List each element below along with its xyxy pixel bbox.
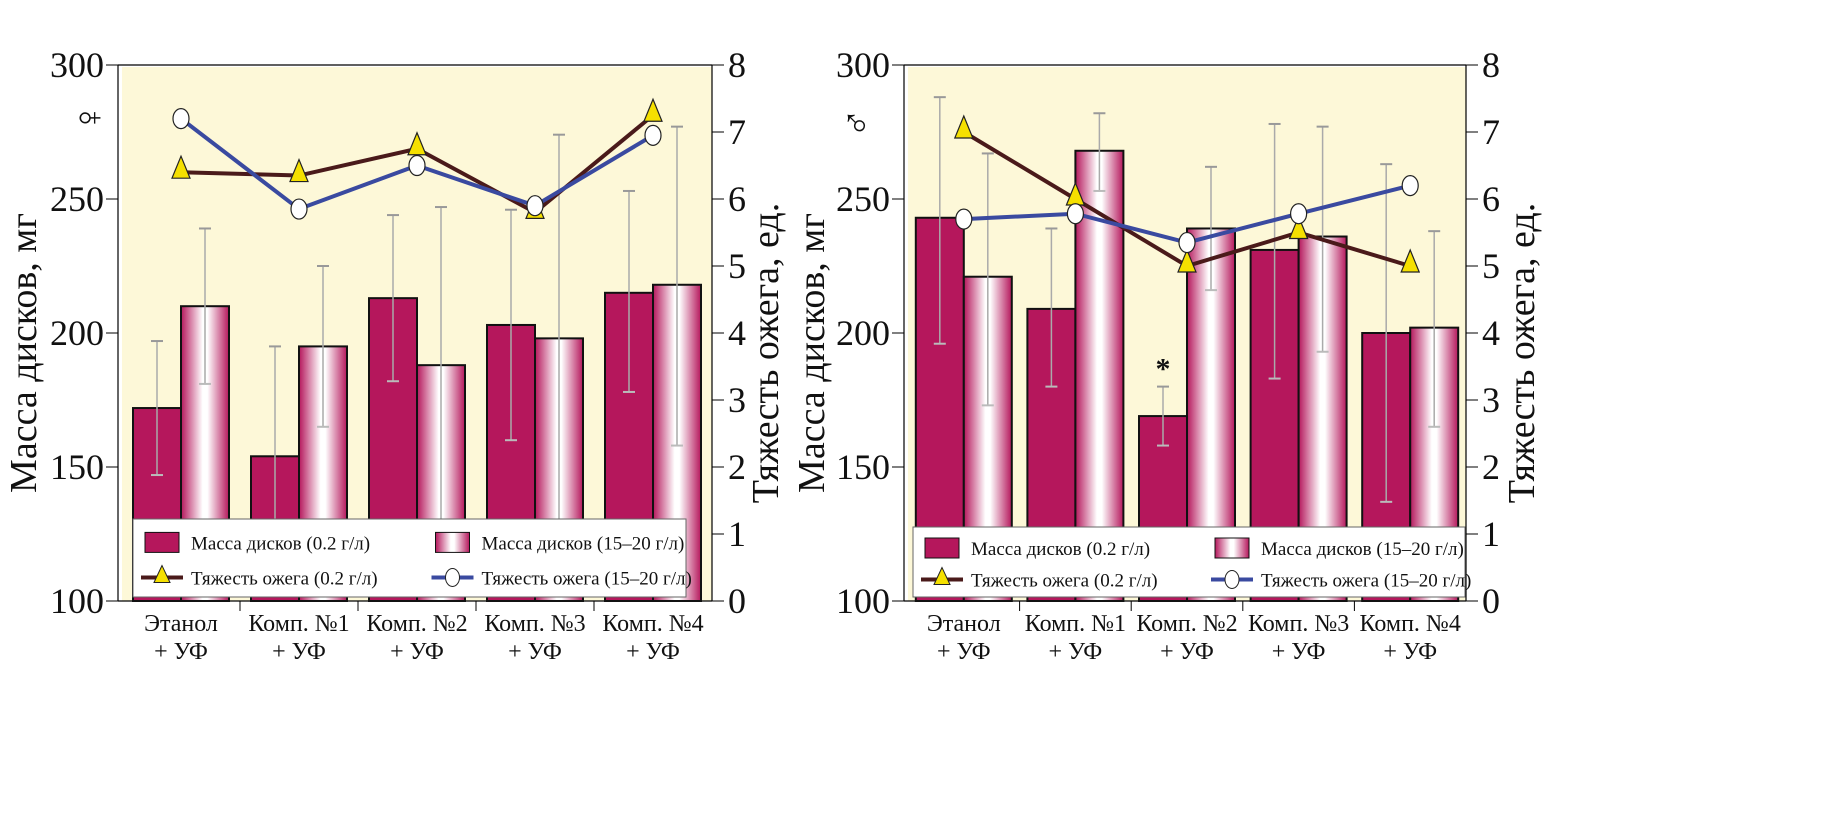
legend-label: Тяжесть ожега (0.2 г/л) [191, 569, 378, 590]
legend-swatch-bar-gradient [435, 531, 470, 553]
circle-marker [290, 198, 308, 220]
y-tick-label: 250 [836, 179, 890, 219]
x-tick-label: Комп. №2 [1136, 611, 1237, 637]
x-tick-label: + УФ [154, 639, 208, 665]
y2-tick-label: 8 [728, 45, 746, 85]
y-tick-label: 300 [836, 45, 890, 85]
y2-tick-label: 4 [1482, 313, 1500, 353]
x-tick-label: Комп. №1 [248, 611, 349, 637]
x-tick-label: + УФ [1272, 639, 1326, 665]
legend-label: Масса дисков (0.2 г/л) [971, 539, 1150, 560]
y2-tick-label: 8 [1482, 45, 1500, 85]
y2-tick-label: 1 [728, 514, 746, 554]
circle-marker [408, 154, 426, 177]
legend: Масса дисков (0.2 г/л) Масса дисков (15–2… [132, 518, 692, 598]
y-tick-label: 250 [50, 179, 104, 219]
significance-asterisk: * [1156, 353, 1171, 386]
y2-tick-label: 5 [1482, 246, 1500, 286]
y2-tick-label: 2 [728, 447, 746, 487]
legend-label: Масса дисков (15–20 г/л) [482, 533, 685, 554]
legend-swatch-bar [144, 531, 180, 553]
x-tick-label: Комп. №1 [1025, 611, 1126, 637]
x-tick-label: + УФ [390, 639, 444, 665]
y-tick-label: 150 [836, 447, 890, 487]
legend-label: Масса дисков (15–20 г/л) [1261, 539, 1464, 560]
x-tick-label: Комп. №3 [484, 611, 585, 637]
legend-label: Тяжесть ожега (15–20 г/л) [1261, 571, 1471, 592]
y2-axis-label: Тяжесть ожега, ед. [1501, 203, 1543, 503]
triangle-marker [289, 157, 309, 183]
triangle-marker [407, 131, 427, 156]
triangle-marker [171, 154, 191, 179]
circle-marker [526, 195, 544, 217]
y2-tick-label: 5 [728, 246, 746, 286]
y-tick-label: 300 [50, 45, 104, 85]
triangle-marker [1400, 248, 1421, 273]
x-tick-label: Комп. №2 [366, 611, 467, 637]
legend-triangle-marker [933, 566, 951, 585]
x-tick-label: Этанол [927, 611, 1001, 637]
y-tick-label: 200 [836, 313, 890, 353]
x-tick-label: + УФ [1160, 639, 1214, 665]
circle-marker [1289, 203, 1308, 225]
triangle-marker [1177, 248, 1197, 273]
circle-marker [955, 208, 973, 230]
legend: Масса дисков (0.2 г/л) Масса дисков (15–2… [912, 526, 1471, 598]
legend-swatch-bar [924, 537, 960, 559]
legend-circle-marker [1224, 570, 1240, 589]
y2-tick-label: 3 [1482, 380, 1500, 420]
legend-label: Тяжесть ожега (0.2 г/л) [971, 571, 1158, 592]
y2-tick-label: 6 [1482, 179, 1500, 219]
y2-tick-label: 0 [728, 581, 746, 621]
y2-tick-label: 1 [1482, 514, 1500, 554]
y2-tick-label: 7 [1482, 112, 1500, 152]
legend-label: Масса дисков (0.2 г/л) [191, 533, 370, 554]
y2-tick-label: 2 [1482, 447, 1500, 487]
legend-triangle-marker [153, 564, 171, 583]
x-tick-label: + УФ [508, 639, 562, 665]
legend-label: Тяжесть ожега (15–20 г/л) [482, 569, 692, 590]
y-axis-label: Масса дисков, мг [791, 213, 833, 493]
y-tick-label: 100 [50, 581, 104, 621]
sex-symbol: ♂ [834, 108, 879, 138]
x-tick-label: + УФ [937, 639, 991, 665]
y2-tick-label: 6 [728, 179, 746, 219]
y-tick-label: 150 [50, 447, 104, 487]
y2-axis-label: Тяжесть ожега, ед. [745, 203, 787, 503]
y-tick-label: 100 [836, 581, 890, 621]
y2-tick-label: 0 [1482, 581, 1500, 621]
circle-marker [1178, 231, 1196, 254]
y2-tick-label: 4 [728, 313, 746, 353]
y-axis-label: Масса дисков, мг [3, 213, 45, 493]
circle-marker [644, 124, 662, 146]
legend-box [912, 526, 1466, 598]
x-tick-label: + УФ [1049, 639, 1103, 665]
x-tick-label: Комп. №4 [602, 611, 703, 637]
x-tick-label: Комп. №3 [1248, 611, 1349, 637]
circle-marker [172, 107, 190, 130]
x-tick-label: + УФ [626, 639, 680, 665]
circle-marker [1401, 175, 1419, 197]
y2-tick-label: 3 [728, 380, 746, 420]
x-tick-label: Комп. №4 [1360, 611, 1461, 637]
x-tick-label: + УФ [1383, 639, 1437, 665]
x-tick-label: + УФ [272, 639, 326, 665]
triangle-marker [643, 97, 663, 122]
legend-box [132, 518, 687, 598]
x-tick-label: Этанол [144, 611, 218, 637]
bar [1074, 149, 1125, 602]
legend-swatch-bar-gradient [1214, 537, 1250, 559]
triangle-marker [953, 114, 974, 139]
sex-symbol: ♀ [66, 103, 111, 133]
triangle-marker [1288, 214, 1309, 240]
circle-marker [1066, 203, 1085, 225]
y2-tick-label: 7 [728, 112, 746, 152]
y-tick-label: 200 [50, 313, 104, 353]
legend-circle-marker [445, 568, 460, 587]
